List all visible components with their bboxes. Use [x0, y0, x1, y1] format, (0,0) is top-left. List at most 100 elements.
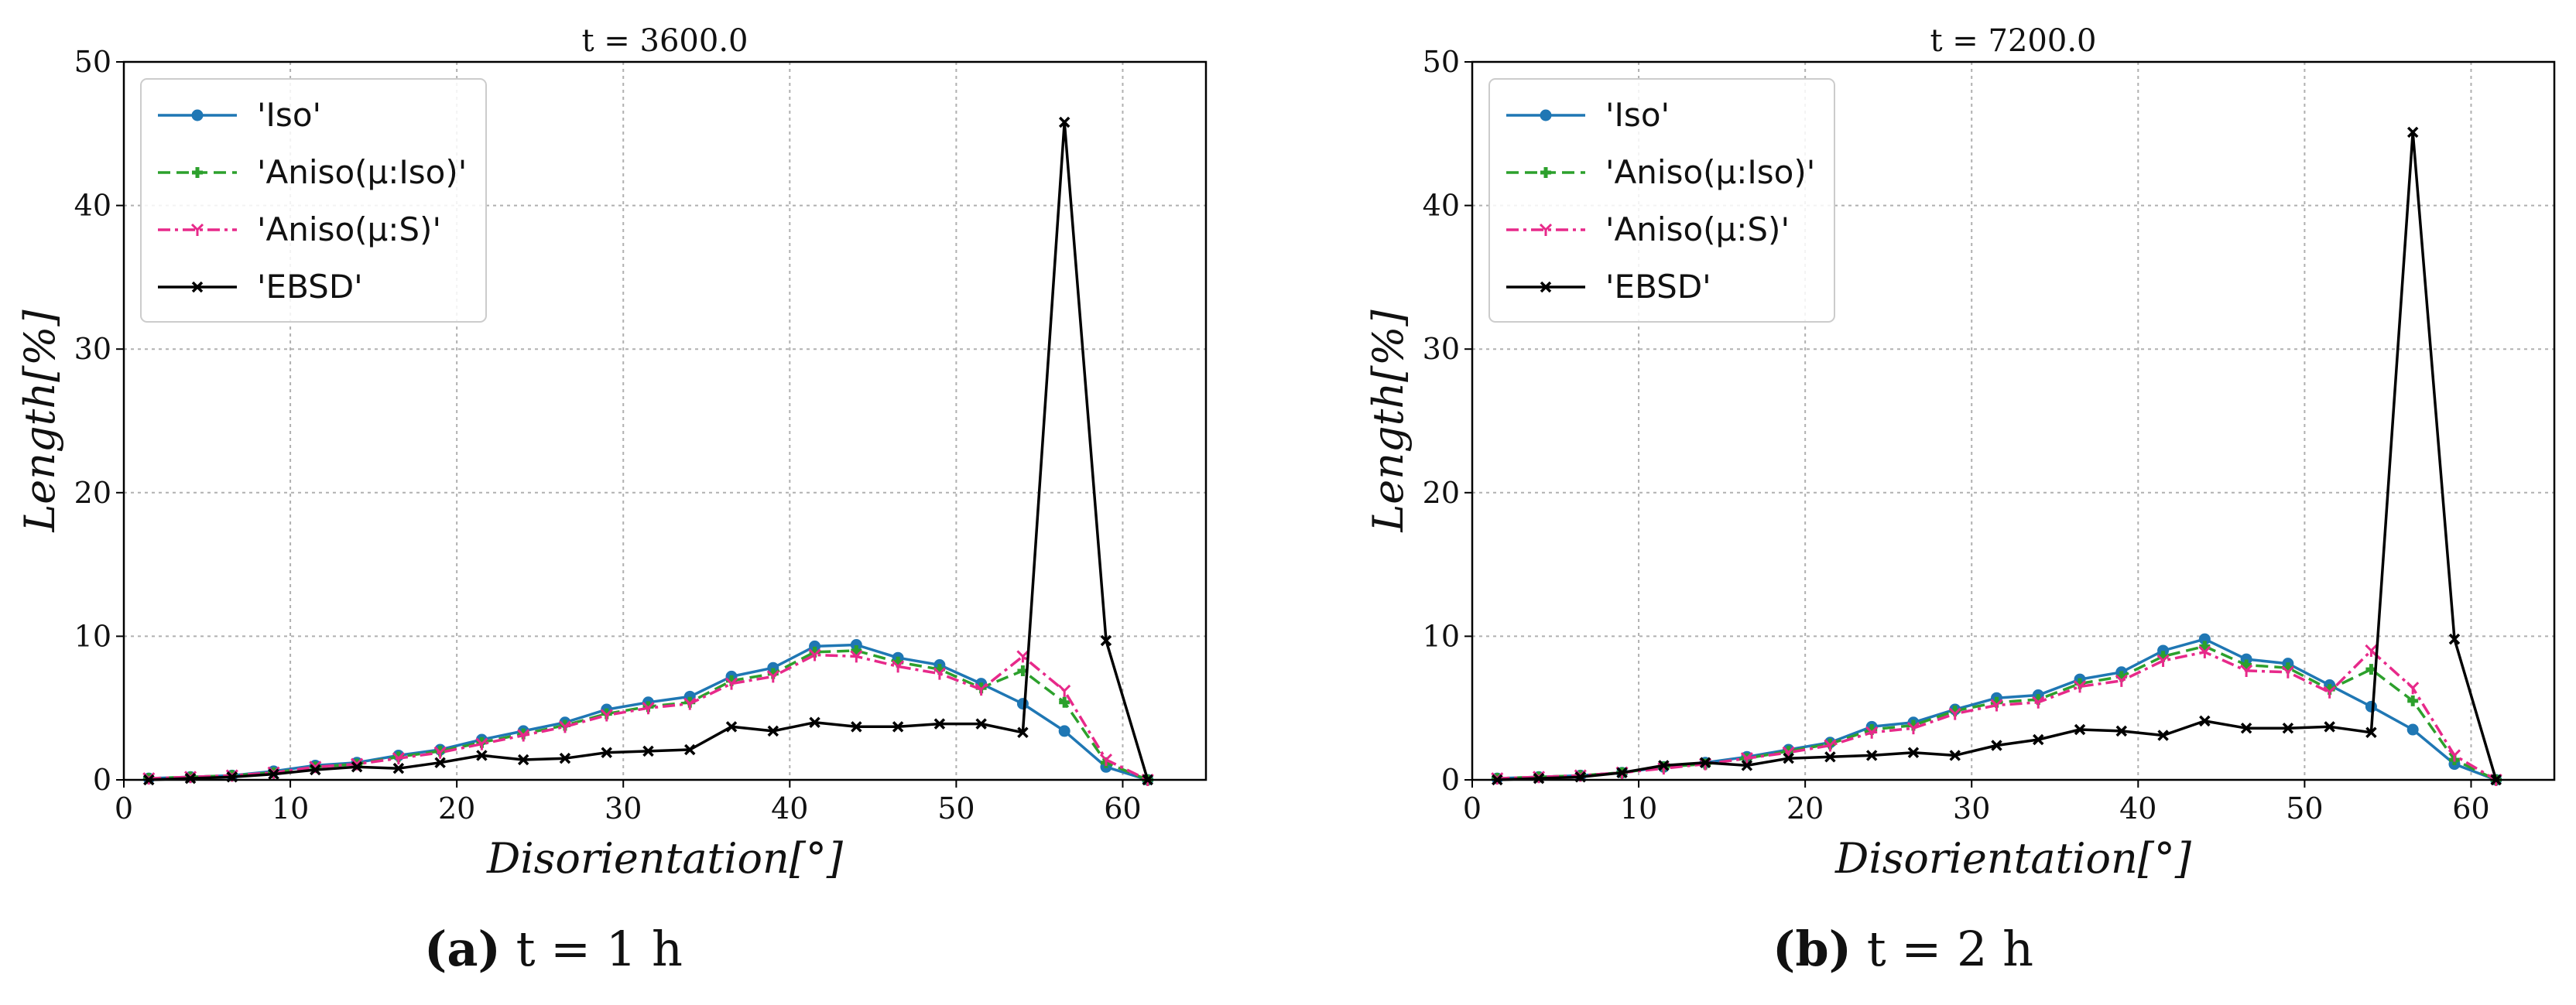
x-tick-label-5: 50 — [2286, 791, 2323, 826]
data-point-s3-16 — [809, 716, 820, 728]
data-point-s3-16 — [2157, 730, 2169, 741]
x-tick-label-4: 40 — [771, 791, 808, 826]
data-point-s3-19 — [933, 718, 946, 730]
data-point-s3-6 — [1741, 760, 1753, 771]
data-point-s2-13 — [2032, 696, 2045, 709]
x-tick-label-2: 20 — [1786, 791, 1824, 826]
data-point-s2-12 — [1990, 699, 2003, 712]
data-point-s2-14 — [724, 677, 738, 690]
data-point-s3-17 — [851, 721, 862, 733]
data-point-s3-5 — [1699, 757, 1711, 768]
legend-label-3: 'EBSD' — [257, 268, 363, 306]
data-point-s2-12 — [642, 702, 655, 715]
data-point-s2-8 — [475, 737, 488, 750]
data-point-s2-14 — [2073, 680, 2087, 693]
data-point-s2-18 — [892, 660, 905, 673]
data-point-s1-17 — [851, 644, 862, 656]
data-point-s3-17 — [2199, 715, 2211, 727]
x-tick-label-3: 30 — [1953, 791, 1990, 826]
legend-marker-2 — [1539, 223, 1553, 236]
data-point-s2-9 — [517, 729, 530, 742]
data-point-s2-20 — [975, 683, 988, 696]
y-tick-label-0: 0 — [93, 763, 111, 797]
x-tick-label-2: 20 — [438, 791, 475, 826]
x-tick-label-1: 10 — [272, 791, 309, 826]
caption-b-tag: (b) — [1773, 921, 1852, 977]
data-point-s3-10 — [559, 752, 571, 764]
data-point-s3-5 — [351, 761, 363, 773]
data-point-s3-4 — [310, 764, 321, 776]
data-point-s3-14 — [2074, 723, 2086, 736]
data-point-s3-21 — [1017, 726, 1029, 738]
caption-a-tag: (a) — [424, 921, 501, 977]
y-tick-label-5: 50 — [1423, 45, 1460, 79]
data-point-s3-6 — [392, 762, 405, 774]
data-point-s3-13 — [684, 743, 696, 756]
data-point-s1-18 — [2241, 659, 2252, 671]
x-tick-label-1: 10 — [1620, 791, 1657, 826]
legend-label-2: 'Aniso(μ:S)' — [1605, 210, 1790, 248]
data-point-s3-7 — [1783, 752, 1794, 764]
y-tick-label-2: 20 — [1423, 476, 1460, 510]
data-point-s2-6 — [392, 752, 405, 765]
x-tick-label-3: 30 — [605, 791, 642, 826]
legend-label-0: 'Iso' — [257, 96, 321, 134]
legend-marker-0 — [191, 109, 204, 121]
legend-marker-3 — [1540, 281, 1552, 293]
legend-box — [140, 78, 487, 323]
caption-a: (a) t = 1 h — [424, 921, 683, 977]
data-point-s3-20 — [975, 718, 987, 730]
data-point-s2-9 — [1865, 726, 1879, 739]
legend-marker-3 — [191, 281, 204, 293]
data-point-s3-15 — [767, 725, 779, 737]
axes-frame — [1471, 60, 2556, 781]
legend-marker-0 — [1540, 109, 1552, 121]
data-point-s3-23 — [2448, 633, 2461, 645]
data-point-s3-1 — [184, 772, 197, 785]
data-point-s2-19 — [2281, 665, 2294, 679]
data-point-s2-23 — [1099, 753, 1113, 767]
data-point-s3-23 — [1100, 634, 1112, 647]
x-tick-label-5: 50 — [937, 791, 975, 826]
data-point-s3-4 — [1658, 760, 1670, 771]
legend-box — [1488, 78, 1835, 323]
data-point-s2-10 — [558, 720, 572, 733]
data-point-s2-11 — [1948, 707, 1961, 720]
data-point-s3-19 — [2282, 722, 2294, 734]
caption-b: (b) t = 2 h — [1773, 921, 2033, 977]
y-tick-label-2: 20 — [74, 476, 111, 510]
y-tick-label-0: 0 — [1441, 763, 1460, 797]
data-point-s3-1 — [1533, 772, 1545, 785]
data-point-s1-17 — [2199, 641, 2211, 652]
y-tick-label-1: 10 — [1423, 619, 1460, 653]
chart-panel-b: 0 10 20 30 40 50 60 0 10 20 30 40 50 t = 7200.0 Disori… — [1364, 23, 2556, 883]
data-point-s3-18 — [892, 721, 904, 733]
series-line-1 — [149, 649, 1149, 781]
data-point-s3-10 — [1907, 747, 1920, 758]
data-point-s3-12 — [1991, 740, 2002, 751]
data-point-s2-10 — [1906, 722, 1920, 735]
legend-label-3: 'EBSD' — [1605, 268, 1711, 306]
x-axis-label: Disorientation[°] — [486, 834, 844, 883]
data-point-s3-12 — [642, 745, 654, 757]
data-point-s3-14 — [725, 721, 738, 733]
y-axis-label: Length[%] — [15, 309, 64, 533]
data-point-s2-7 — [433, 746, 447, 759]
data-point-s3-13 — [2033, 733, 2044, 746]
legend: 'Iso' 'Aniso(μ:Iso)' 'Aniso(μ:S)' 'EBSD' — [1488, 78, 1835, 323]
data-point-s2-22 — [2406, 682, 2420, 695]
data-point-s1-22 — [2407, 695, 2419, 706]
caption-a-text: t = 1 h — [516, 921, 683, 977]
data-point-s0-22 — [2406, 723, 2419, 736]
data-point-s2-15 — [2115, 674, 2128, 687]
series-line-1 — [1497, 644, 2497, 781]
data-point-s3-20 — [2324, 721, 2335, 733]
x-tick-label-4: 40 — [2119, 791, 2156, 826]
legend-label-1: 'Aniso(μ:Iso)' — [1605, 153, 1815, 191]
legend: 'Iso' 'Aniso(μ:Iso)' 'Aniso(μ:S)' 'EBSD' — [140, 78, 487, 323]
data-point-s3-3 — [1616, 767, 1628, 778]
data-point-s3-8 — [476, 750, 488, 761]
data-point-s2-15 — [766, 670, 779, 683]
data-point-s0-22 — [1058, 725, 1070, 737]
data-point-s3-3 — [268, 768, 279, 780]
